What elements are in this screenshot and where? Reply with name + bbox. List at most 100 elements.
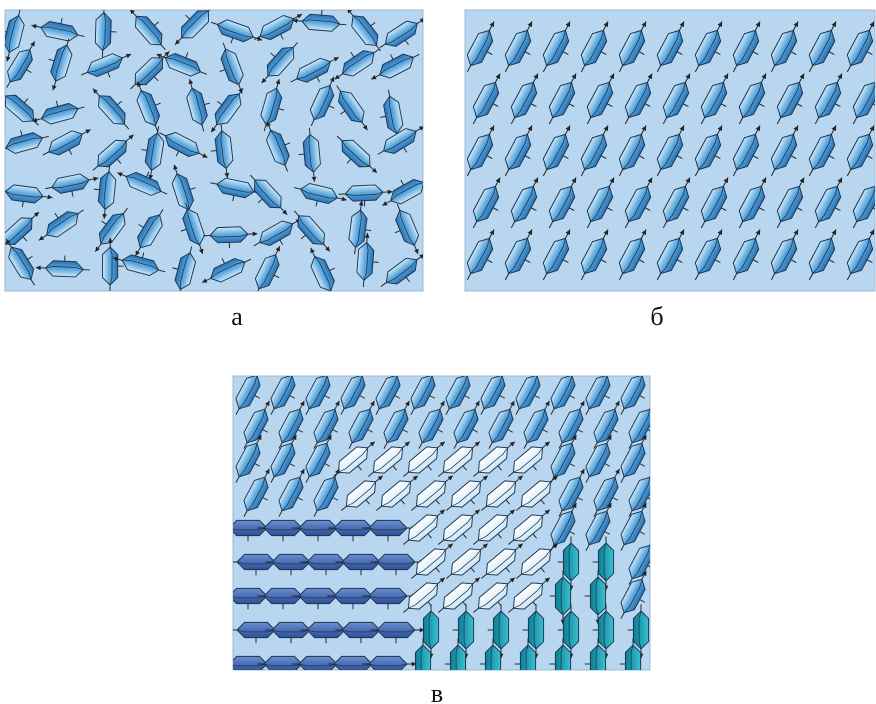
arrow-head xyxy=(642,570,647,577)
prism-edge xyxy=(300,188,338,199)
prism xyxy=(266,47,295,77)
arrow-head xyxy=(382,201,388,206)
prism xyxy=(585,376,611,410)
crystal xyxy=(254,246,281,291)
arrow-head xyxy=(341,196,347,202)
prism xyxy=(520,548,552,576)
crystal xyxy=(662,73,691,125)
crystal xyxy=(403,577,446,613)
crystal xyxy=(356,232,379,287)
crystal xyxy=(473,509,516,545)
crystal xyxy=(438,577,481,613)
crystal xyxy=(293,210,331,252)
prism-edge xyxy=(238,443,258,478)
prism-edge xyxy=(376,561,416,565)
prism-edge xyxy=(263,663,303,667)
prism-edge xyxy=(513,515,543,541)
prism-edge xyxy=(463,610,467,650)
prism xyxy=(554,644,572,670)
arrow-head xyxy=(837,177,843,184)
prism xyxy=(368,587,408,605)
arrow-head xyxy=(156,53,162,59)
prism-edge xyxy=(491,409,511,444)
crystal xyxy=(515,376,542,415)
crystal xyxy=(473,441,516,477)
crystal xyxy=(580,125,609,177)
arrow-head xyxy=(609,73,615,80)
prism-edge xyxy=(135,57,163,85)
prism-edge xyxy=(46,213,79,236)
arrow-head xyxy=(580,400,585,407)
arrow-head xyxy=(129,10,135,15)
crystal xyxy=(156,52,207,77)
arrow-head xyxy=(173,164,178,170)
prism-edge xyxy=(736,30,756,66)
prism-edge xyxy=(595,576,599,616)
arrow-head xyxy=(419,254,423,259)
prism-edge xyxy=(386,259,418,283)
crystal xyxy=(628,400,650,449)
prism-edge xyxy=(270,130,286,166)
crystal xyxy=(94,3,117,58)
crystal xyxy=(453,400,480,449)
arrow-head xyxy=(102,3,107,8)
prism-edge xyxy=(340,90,363,123)
prism xyxy=(492,610,510,650)
crystal xyxy=(618,125,647,177)
prism-edge xyxy=(628,82,648,118)
crystal xyxy=(101,237,124,291)
prism-edge xyxy=(5,137,43,149)
crystal xyxy=(770,125,799,177)
crystal xyxy=(338,184,393,207)
arrow-head xyxy=(642,434,647,441)
prism xyxy=(597,542,615,582)
prism-edge xyxy=(333,527,373,531)
prism-edge xyxy=(333,595,373,599)
arrow-head xyxy=(495,177,501,184)
prism-edge xyxy=(443,447,473,473)
prism-edge xyxy=(521,549,551,575)
prism-edge xyxy=(588,443,608,478)
prism-edge xyxy=(308,134,314,173)
crystal xyxy=(508,441,551,477)
arrow-head xyxy=(198,248,204,254)
crystal xyxy=(656,125,685,177)
prism-edge xyxy=(40,26,79,36)
prism-edge xyxy=(408,515,438,541)
prism xyxy=(585,510,611,546)
crystal xyxy=(159,131,208,159)
prism-edge xyxy=(150,132,158,171)
prism xyxy=(296,57,331,83)
crystal xyxy=(310,247,335,291)
prism-edge xyxy=(451,549,481,575)
prism-edge xyxy=(383,130,417,152)
arrow-head xyxy=(755,229,761,236)
crystal xyxy=(403,509,446,545)
prism-edge xyxy=(363,242,369,281)
prism-edge xyxy=(259,223,293,243)
arrow-head xyxy=(489,125,495,132)
prism-edge xyxy=(342,52,375,75)
prism-edge xyxy=(378,376,398,410)
crystal xyxy=(253,218,302,247)
prism xyxy=(181,10,209,39)
prism xyxy=(270,376,296,410)
arrow-head xyxy=(358,200,364,206)
prism-edge xyxy=(236,629,276,633)
prism-edge xyxy=(698,134,718,170)
crystal xyxy=(776,177,805,229)
arrow-head xyxy=(761,73,767,80)
crystal xyxy=(362,519,417,542)
crystal xyxy=(172,246,197,291)
prism xyxy=(852,81,875,119)
crystal xyxy=(270,434,297,483)
arrow-head xyxy=(526,688,531,693)
prism-edge xyxy=(109,246,113,286)
crystal xyxy=(257,655,312,670)
arrow-head xyxy=(467,366,473,372)
prism-edge xyxy=(584,134,604,170)
crystal xyxy=(700,177,729,229)
crystal xyxy=(522,604,545,659)
crystal xyxy=(375,376,402,415)
crystal xyxy=(305,376,332,415)
